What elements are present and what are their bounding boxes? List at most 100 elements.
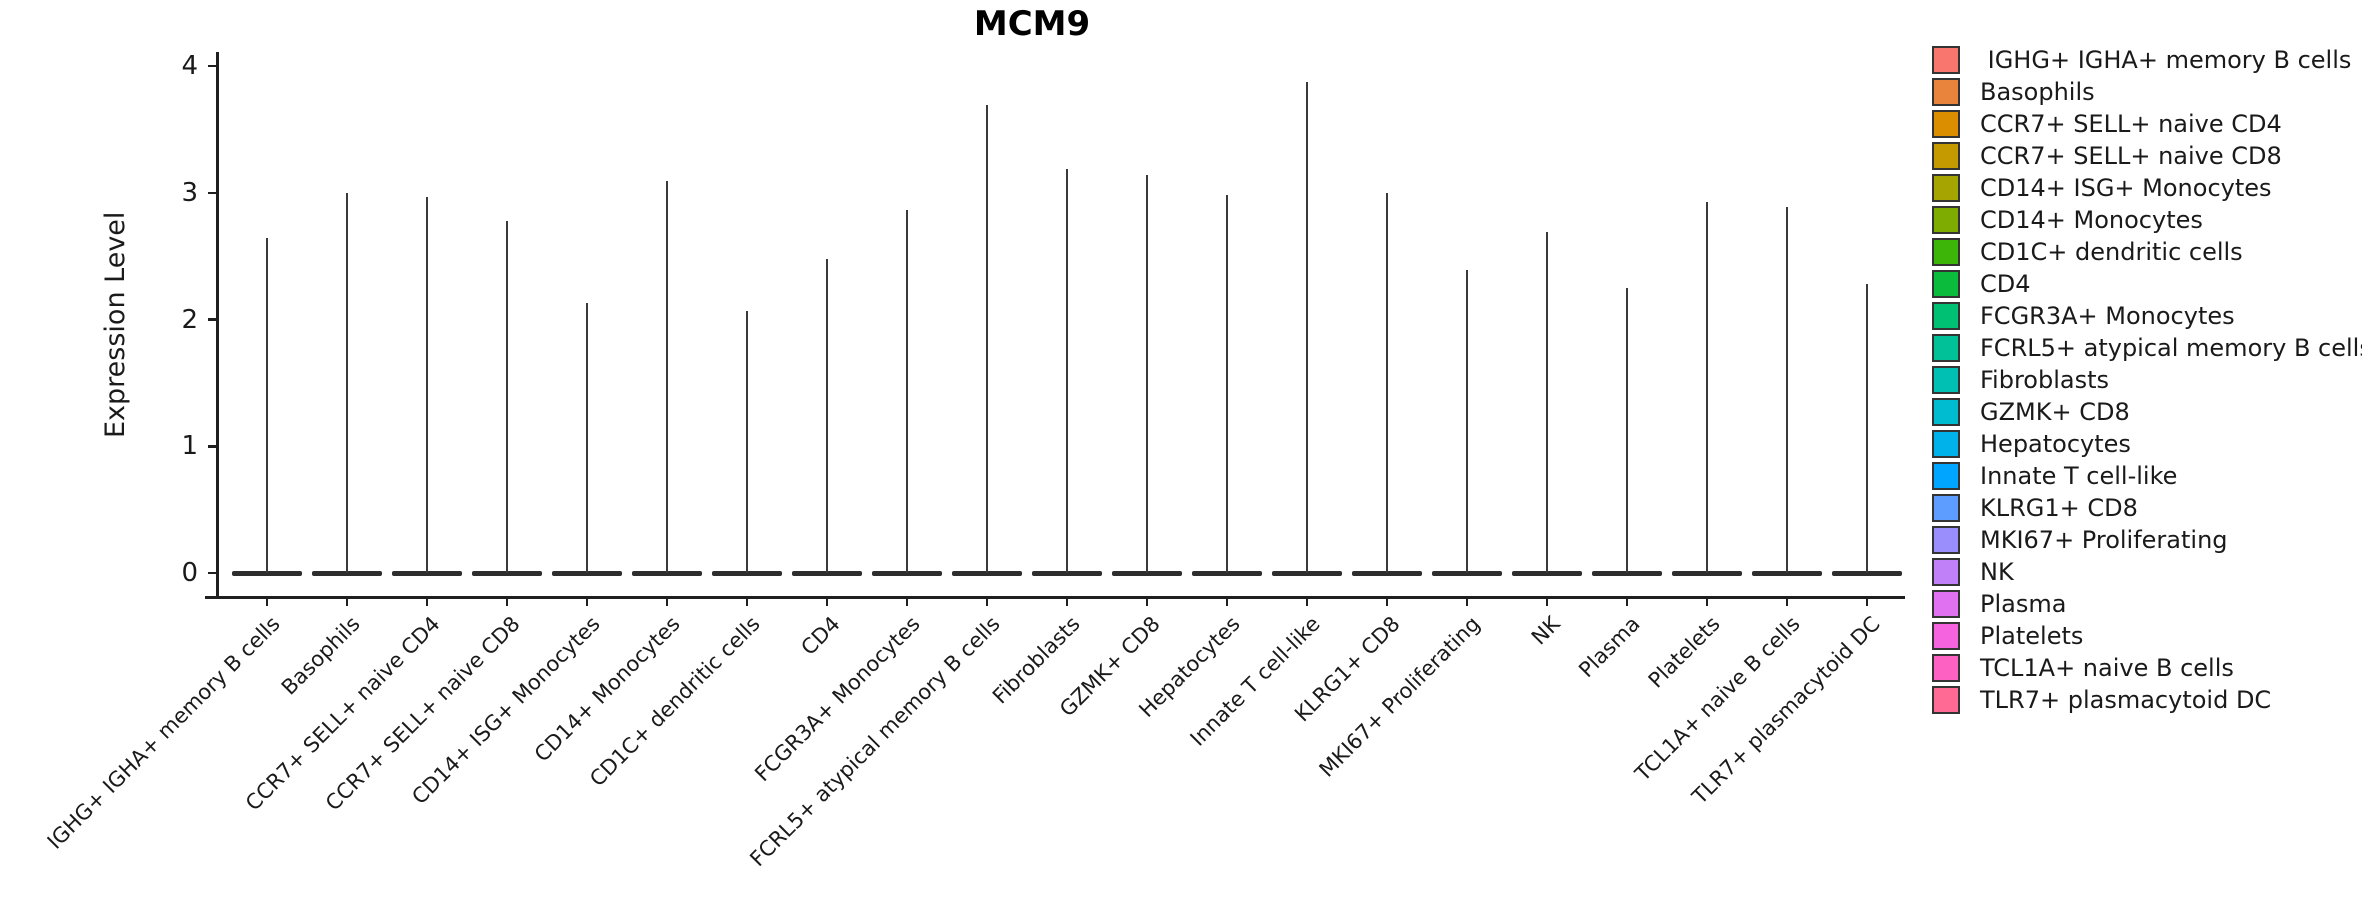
legend-label: IGHG+ IGHA+ memory B cells — [1980, 46, 2352, 74]
legend-swatch — [1932, 270, 1960, 298]
violin-body — [1752, 570, 1822, 576]
x-tick — [1465, 598, 1469, 606]
violin-body — [952, 570, 1022, 576]
legend-label: Fibroblasts — [1980, 366, 2110, 394]
legend-label: CCR7+ SELL+ naive CD4 — [1980, 110, 2282, 138]
legend-label: NK — [1980, 558, 2014, 586]
legend-item: Plasma — [1932, 588, 2362, 620]
legend-item: FCRL5+ atypical memory B cells — [1932, 332, 2362, 364]
violin-spike — [1225, 195, 1229, 573]
x-tick — [1625, 598, 1629, 606]
legend-swatch — [1932, 238, 1960, 266]
legend-label: FCRL5+ atypical memory B cells — [1980, 334, 2362, 362]
legend-label: CCR7+ SELL+ naive CD8 — [1980, 142, 2282, 170]
x-tick — [665, 598, 669, 606]
legend-swatch — [1932, 78, 1960, 106]
legend-swatch — [1932, 462, 1960, 490]
y-tick — [208, 191, 216, 194]
violin-spike — [1305, 82, 1309, 573]
legend-item: CD4 — [1932, 268, 2362, 300]
legend-item: Innate T cell-like — [1932, 460, 2362, 492]
x-axis-label: IGHG+ IGHA+ memory B cells — [37, 611, 285, 859]
legend-label: Plasma — [1980, 590, 2067, 618]
violin-spike — [1145, 175, 1149, 573]
legend-item: Hepatocytes — [1932, 428, 2362, 460]
legend-label: Basophils — [1980, 78, 2095, 106]
legend-swatch — [1932, 334, 1960, 362]
violin-body — [1432, 570, 1502, 576]
violin-spike — [985, 105, 989, 573]
violin-body — [712, 570, 782, 576]
violin-body — [1192, 570, 1262, 576]
legend-item: FCGR3A+ Monocytes — [1932, 300, 2362, 332]
x-tick — [505, 598, 509, 606]
legend-swatch — [1932, 430, 1960, 458]
x-tick — [1145, 598, 1149, 606]
x-tick — [1305, 598, 1309, 606]
violin-body — [552, 570, 622, 576]
violin-spike — [905, 210, 909, 573]
violin-body — [1272, 570, 1342, 576]
x-tick — [1865, 598, 1869, 606]
x-tick — [745, 598, 749, 606]
violin-spike — [1465, 270, 1469, 573]
violin-body — [312, 570, 382, 576]
legend-swatch — [1932, 174, 1960, 202]
y-tick-label: 3 — [181, 177, 198, 208]
legend-item: IGHG+ IGHA+ memory B cells — [1932, 44, 2362, 76]
legend-item: Fibroblasts — [1932, 364, 2362, 396]
legend-item: TLR7+ plasmacytoid DC — [1932, 684, 2362, 716]
legend-swatch — [1932, 494, 1960, 522]
y-tick — [208, 571, 216, 575]
legend-item: NK — [1932, 556, 2362, 588]
legend-label: TCL1A+ naive B cells — [1980, 654, 2234, 682]
x-tick — [1065, 598, 1069, 606]
x-tick — [425, 598, 429, 606]
violin-body — [1512, 570, 1582, 576]
legend-label: MKI67+ Proliferating — [1980, 526, 2228, 554]
violin-spike — [585, 303, 589, 573]
violin-body — [792, 570, 862, 576]
legend-swatch — [1932, 142, 1960, 170]
legend-swatch — [1932, 558, 1960, 586]
violin-spike — [1785, 206, 1789, 573]
legend-label: TLR7+ plasmacytoid DC — [1980, 686, 2272, 714]
y-tick-label: 4 — [181, 51, 198, 81]
violin-spike — [1705, 201, 1709, 573]
legend-swatch — [1932, 366, 1960, 394]
x-tick — [345, 598, 349, 606]
legend-item: Platelets — [1932, 620, 2362, 652]
legend-item: GZMK+ CD8 — [1932, 396, 2362, 428]
legend-swatch — [1932, 110, 1960, 138]
x-tick — [905, 598, 909, 606]
x-tick — [585, 598, 589, 606]
y-tick-label: 1 — [181, 431, 198, 462]
violin-body — [1112, 570, 1182, 576]
x-tick — [825, 598, 829, 606]
legend-item: CD14+ ISG+ Monocytes — [1932, 172, 2362, 204]
violin-spike — [1545, 232, 1549, 573]
x-tick — [1225, 598, 1229, 606]
x-tick — [265, 598, 269, 606]
legend-swatch — [1932, 654, 1960, 682]
legend-label: Hepatocytes — [1980, 430, 2131, 458]
violin-body — [1672, 570, 1742, 576]
legend-item: TCL1A+ naive B cells — [1932, 652, 2362, 684]
legend-label: Innate T cell-like — [1980, 462, 2178, 490]
violin-spike — [665, 181, 669, 573]
legend-label: CD1C+ dendritic cells — [1980, 238, 2243, 266]
x-tick — [1385, 598, 1389, 606]
legend-item: MKI67+ Proliferating — [1932, 524, 2362, 556]
legend-item: KLRG1+ CD8 — [1932, 492, 2362, 524]
y-tick-label: 0 — [181, 558, 198, 588]
violin-spike — [505, 220, 509, 573]
violin-body — [1592, 570, 1662, 576]
legend-item: CD14+ Monocytes — [1932, 204, 2362, 236]
violin-body — [632, 570, 702, 576]
violin-body — [392, 570, 462, 576]
violin-spike — [825, 258, 829, 573]
violin-spike — [1065, 168, 1069, 573]
violin-body — [1832, 570, 1902, 576]
x-tick — [1785, 598, 1789, 606]
violin-spike — [1385, 192, 1389, 573]
